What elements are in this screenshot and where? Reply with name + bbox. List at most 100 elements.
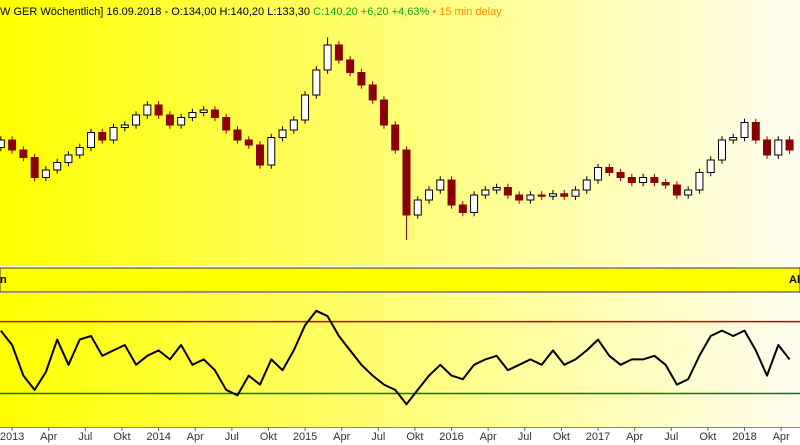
candle-body xyxy=(8,139,17,151)
indicator-panel xyxy=(0,293,800,427)
candle-body xyxy=(199,109,208,113)
panel-label-right: Al xyxy=(789,274,800,286)
x-tick-label: Jul xyxy=(664,431,678,443)
candle-body xyxy=(751,122,760,141)
x-tick-label: 2018 xyxy=(732,431,756,443)
candle-body xyxy=(503,187,512,196)
candle-body xyxy=(582,179,591,191)
x-tick-label: Apr xyxy=(480,431,497,443)
x-tick-label: Jul xyxy=(78,431,92,443)
x-tick-label: Apr xyxy=(40,431,57,443)
x-tick-label: Okt xyxy=(699,431,716,443)
x-tick-label: 2017 xyxy=(586,431,610,443)
candle-body xyxy=(132,114,141,126)
candle-body xyxy=(278,129,287,138)
title-part: W GER Wöchentlich] 16.09.2018 - O:134,00… xyxy=(0,6,313,18)
candle-body xyxy=(19,149,28,158)
candle-body xyxy=(346,59,355,73)
candle-body xyxy=(571,189,580,197)
candle-body xyxy=(436,179,445,191)
candle-body xyxy=(470,194,479,213)
candle-body xyxy=(672,184,681,196)
candle-body xyxy=(120,124,129,128)
candle-body xyxy=(515,194,524,201)
candle-body xyxy=(188,112,197,118)
candle-body xyxy=(594,167,603,181)
candle-body xyxy=(391,124,400,151)
candle-body xyxy=(447,179,456,206)
candle-body xyxy=(729,137,738,141)
candle-body xyxy=(379,99,388,126)
candle-body xyxy=(639,177,648,183)
candle-body xyxy=(717,139,726,161)
candle-body xyxy=(267,137,276,166)
candle-body xyxy=(177,117,186,126)
price-panel xyxy=(0,0,800,266)
separator-bar xyxy=(0,267,800,293)
x-tick-label: Apr xyxy=(773,431,790,443)
candle-body xyxy=(627,177,636,183)
x-tick-label: Okt xyxy=(260,431,277,443)
candle-body xyxy=(481,189,490,196)
x-tick-label: Apr xyxy=(187,431,204,443)
candle-body xyxy=(413,199,422,216)
candle-body xyxy=(526,194,535,201)
panel-label-left: n xyxy=(0,274,7,286)
candle-body xyxy=(75,147,84,156)
x-tick-label: Okt xyxy=(113,431,130,443)
candle-body xyxy=(458,204,467,213)
candle-body xyxy=(86,132,95,148)
x-tick-label: Jul xyxy=(371,431,385,443)
candle-body xyxy=(0,139,5,148)
candle-body xyxy=(605,167,614,173)
title-part: C:140,20 +6,20 +4,63% xyxy=(313,6,429,18)
candle-body xyxy=(357,72,366,86)
candle-body xyxy=(233,129,242,141)
candle-body xyxy=(53,162,62,171)
candle-body xyxy=(312,69,321,96)
x-tick-label: 2016 xyxy=(439,431,463,443)
x-tick-label: Apr xyxy=(333,431,350,443)
candle-body xyxy=(774,139,783,156)
candle-body xyxy=(334,44,343,61)
candle-body xyxy=(143,104,152,116)
candle-body xyxy=(560,193,569,197)
candle-body xyxy=(41,169,50,178)
candle-body xyxy=(695,172,704,191)
candle-body xyxy=(537,194,546,197)
x-tick-label: 2013 xyxy=(0,431,24,443)
candle-body xyxy=(785,139,794,151)
x-tick-label: Apr xyxy=(626,431,643,443)
x-tick-label: Jul xyxy=(225,431,239,443)
candle-body xyxy=(548,193,557,197)
candle-body xyxy=(402,149,411,216)
candle-body xyxy=(98,132,107,141)
candle-body xyxy=(368,84,377,101)
candle-body xyxy=(661,182,670,186)
candle-body xyxy=(64,154,73,163)
candle-body xyxy=(210,109,219,118)
candle-body xyxy=(30,157,39,178)
candle-body xyxy=(616,172,625,178)
indicator-line xyxy=(0,309,791,406)
x-tick-label: 2014 xyxy=(146,431,170,443)
candle-body xyxy=(763,139,772,156)
x-tick-label: 2015 xyxy=(293,431,317,443)
candle-body xyxy=(256,144,264,166)
candle-body xyxy=(165,114,174,126)
candle-body xyxy=(323,44,332,71)
candle-body xyxy=(289,119,298,131)
chart-title: W GER Wöchentlich] 16.09.2018 - O:134,00… xyxy=(0,6,502,18)
candle-body xyxy=(244,139,253,146)
candle-body xyxy=(650,177,659,183)
candle-body xyxy=(109,127,118,141)
title-part: • 15 min delay xyxy=(429,6,502,18)
candle-body xyxy=(706,159,715,173)
candle-body xyxy=(492,187,501,191)
x-tick-label: Okt xyxy=(406,431,423,443)
x-tick-label: Jul xyxy=(518,431,532,443)
x-tick-label: Okt xyxy=(553,431,570,443)
candle-body xyxy=(222,117,231,131)
candle-body xyxy=(154,104,163,116)
